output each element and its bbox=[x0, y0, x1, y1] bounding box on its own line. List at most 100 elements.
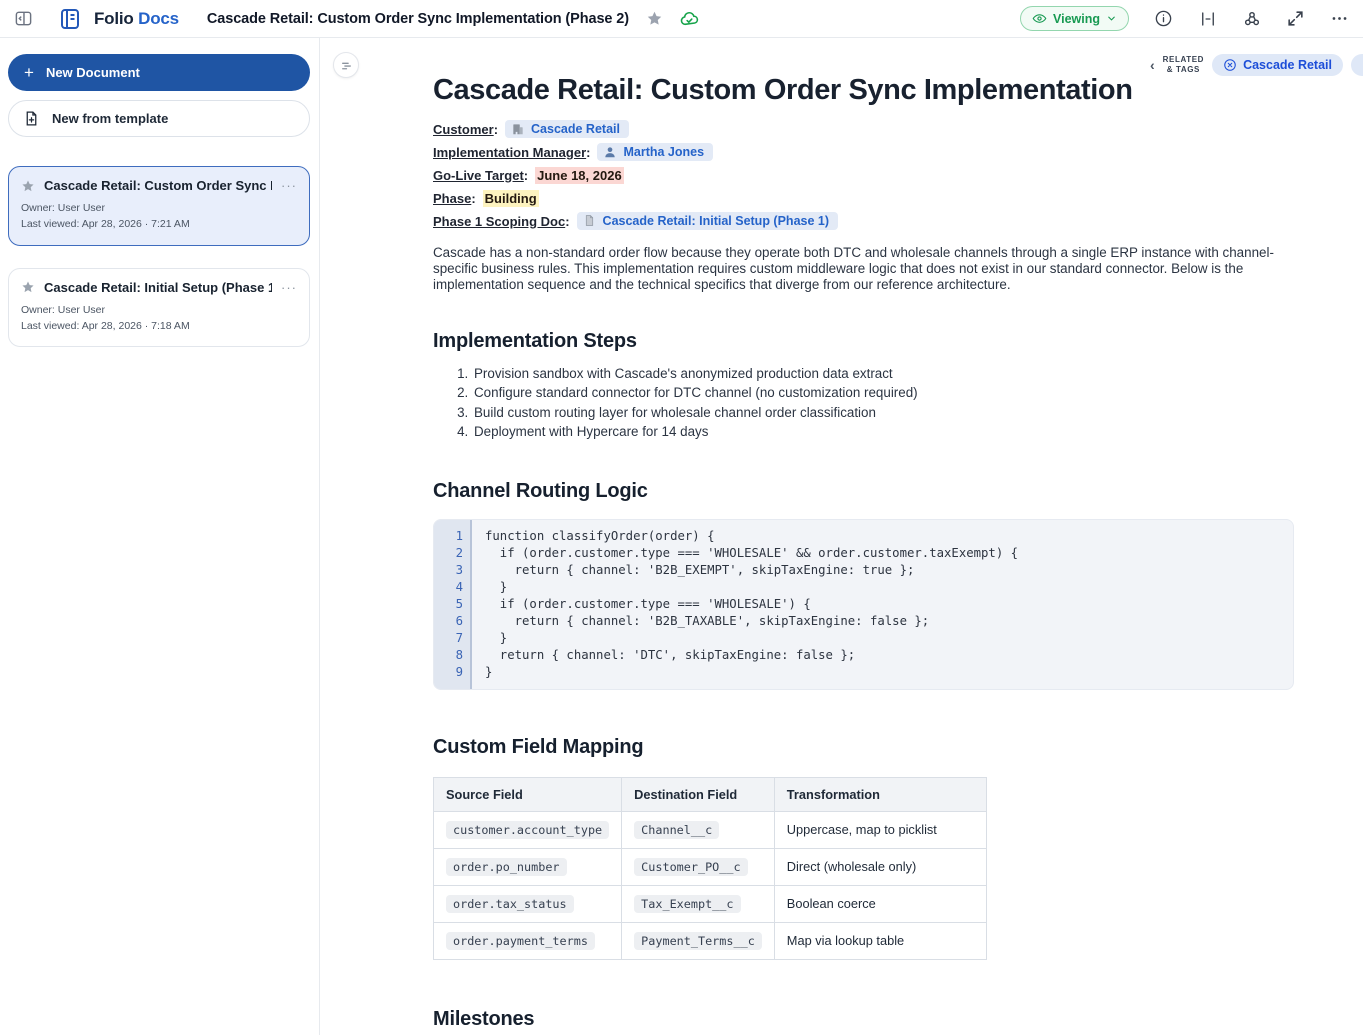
section-heading-milestones: Milestones bbox=[433, 1007, 535, 1030]
document-title: Cascade Retail: Custom Order Sync Implem… bbox=[433, 74, 1133, 106]
table-header-row: Source Field Destination Field Transform… bbox=[432, 776, 987, 812]
star-icon[interactable] bbox=[21, 280, 35, 294]
column-header-transformation: Transformation bbox=[773, 776, 987, 812]
header-right-group: Viewing bbox=[1019, 6, 1349, 31]
column-header-source-field: Source Field bbox=[432, 776, 623, 812]
line-number: 1 bbox=[455, 529, 463, 544]
building-icon bbox=[511, 122, 525, 136]
card-meta: Owner: User User Last viewed: Apr 28, 20… bbox=[21, 200, 297, 233]
code-chip: Channel__c bbox=[634, 820, 720, 839]
related-tags-label[interactable]: RELATED & TAGS bbox=[1163, 55, 1204, 76]
document-content: Cascade Retail: Custom Order Sync Implem… bbox=[320, 38, 1300, 1035]
code-body: function classifyOrder(order) { if (orde… bbox=[472, 520, 1018, 688]
code-block[interactable]: 1 2 3 4 5 6 7 8 9 function classifyOrder… bbox=[433, 519, 1294, 690]
transformation-cell: Map via lookup table bbox=[773, 921, 987, 960]
layout-width-button[interactable] bbox=[1198, 9, 1217, 28]
more-options-button[interactable] bbox=[1330, 9, 1349, 28]
viewing-label: Viewing bbox=[1052, 11, 1100, 26]
code-chip: Customer_PO__c bbox=[634, 857, 748, 876]
viewing-mode-button[interactable]: Viewing bbox=[1019, 6, 1129, 31]
info-button[interactable] bbox=[1154, 9, 1173, 28]
ellipsis-icon bbox=[1330, 9, 1349, 28]
header-document-title: Cascade Retail: Custom Order Sync Implem… bbox=[206, 10, 629, 27]
implementation-steps-list: Provision sandbox with Cascade's anonymi… bbox=[433, 366, 1300, 440]
section-heading-custom-field-mapping: Custom Field Mapping bbox=[433, 735, 644, 758]
meta-label: Go-Live Target bbox=[433, 167, 524, 183]
table-row: order.tax_status Tax_Exempt__c Boolean c… bbox=[432, 884, 987, 923]
card-title-row: Cascade Retail: Initial Setup (Phase 1) … bbox=[21, 280, 297, 295]
step-item: Configure standard connector for DTC cha… bbox=[472, 385, 1300, 400]
code-line: return { channel: 'DTC', skipTaxEngine: … bbox=[485, 647, 856, 662]
share-graph-button[interactable] bbox=[1242, 9, 1261, 28]
meta-row-customer: Customer: Cascade Retail bbox=[433, 120, 1300, 138]
favorite-star-icon[interactable] bbox=[646, 10, 663, 27]
code-chip: Payment_Terms__c bbox=[634, 931, 762, 950]
code-chip: Tax_Exempt__c bbox=[634, 894, 741, 913]
line-number: 7 bbox=[455, 630, 463, 645]
tag-pill-cascade-retail[interactable]: Cascade Retail bbox=[1212, 54, 1343, 76]
line-number: 4 bbox=[455, 580, 463, 595]
meta-label: Phase 1 Scoping Doc bbox=[433, 213, 566, 229]
line-number: 9 bbox=[455, 664, 463, 679]
line-number: 2 bbox=[455, 546, 463, 561]
section-heading-channel-routing-logic: Channel Routing Logic bbox=[433, 480, 648, 503]
table-row: order.po_number Customer_PO__c Direct (w… bbox=[432, 847, 987, 886]
step-item: Deployment with Hypercare for 14 days bbox=[472, 424, 1300, 439]
outline-toggle-button[interactable] bbox=[333, 52, 359, 78]
meta-colon: : bbox=[523, 167, 529, 183]
layout-width-icon bbox=[1199, 10, 1217, 28]
meta-colon: : bbox=[471, 190, 476, 206]
card-menu-button[interactable]: ··· bbox=[281, 279, 297, 295]
customer-chip-label: Cascade Retail bbox=[531, 122, 620, 136]
manager-chip[interactable]: Martha Jones bbox=[597, 143, 714, 161]
star-icon[interactable] bbox=[21, 179, 35, 193]
document-card-current[interactable]: Cascade Retail: Custom Order Sync I... ·… bbox=[8, 166, 310, 246]
fullscreen-button[interactable] bbox=[1286, 9, 1305, 28]
line-number: 3 bbox=[455, 563, 463, 578]
code-line-numbers: 1 2 3 4 5 6 7 8 9 bbox=[434, 520, 472, 689]
tag-label: Cascade Retail bbox=[1243, 58, 1332, 72]
line-number: 5 bbox=[455, 596, 463, 611]
code-line: return { channel: 'B2B_TAXABLE', skipTax… bbox=[485, 613, 930, 628]
customer-chip[interactable]: Cascade Retail bbox=[505, 120, 629, 138]
field-mapping-table: Source Field Destination Field Transform… bbox=[432, 776, 987, 960]
document-card-phase1[interactable]: Cascade Retail: Initial Setup (Phase 1) … bbox=[8, 267, 310, 348]
table-header: Source Field Destination Field Transform… bbox=[432, 776, 987, 812]
sidebar-collapse-icon bbox=[14, 9, 33, 28]
card-owner: Owner: User User bbox=[21, 303, 106, 316]
code-chip: order.payment_terms bbox=[446, 931, 595, 950]
metadata-block: Customer: Cascade Retail Implementation … bbox=[433, 120, 1300, 230]
scoping-doc-chip[interactable]: Cascade Retail: Initial Setup (Phase 1) bbox=[576, 212, 839, 230]
card-menu-button[interactable]: ··· bbox=[281, 178, 297, 193]
step-item: Build custom routing layer for wholesale… bbox=[472, 405, 1300, 420]
code-chip: customer.account_type bbox=[446, 820, 610, 839]
card-title-row: Cascade Retail: Custom Order Sync I... ·… bbox=[21, 178, 297, 193]
related-label-line2: & TAGS bbox=[1166, 65, 1200, 74]
scoping-doc-chip-label: Cascade Retail: Initial Setup (Phase 1) bbox=[602, 214, 830, 228]
eye-icon bbox=[1032, 11, 1047, 26]
brand-name-light: Docs bbox=[138, 8, 179, 28]
source-field-cell: order.payment_terms bbox=[432, 921, 623, 960]
chevron-left-icon[interactable]: ‹ bbox=[1150, 57, 1155, 73]
outline-icon bbox=[340, 59, 353, 72]
sidebar-collapse-button[interactable] bbox=[14, 9, 34, 29]
sync-status-cloud-check-icon bbox=[679, 9, 699, 29]
meta-label: Implementation Manager bbox=[433, 144, 587, 160]
meta-row-go-live-target: Go-Live Target: June 18, 2026 bbox=[433, 166, 1300, 184]
new-from-template-button[interactable]: New from template bbox=[8, 100, 310, 137]
meta-colon: : bbox=[493, 121, 499, 137]
tag-pill-partial[interactable] bbox=[1351, 54, 1363, 76]
meta-colon: : bbox=[586, 144, 591, 160]
destination-field-cell: Tax_Exempt__c bbox=[621, 884, 775, 923]
brand-name-bold: Folio bbox=[94, 8, 134, 28]
column-header-destination-field: Destination Field bbox=[621, 776, 775, 812]
info-icon bbox=[1154, 9, 1173, 28]
table-body: customer.account_type Channel__c Upperca… bbox=[432, 810, 987, 960]
new-document-button[interactable]: + New Document bbox=[8, 54, 310, 91]
document-plus-icon bbox=[23, 110, 40, 127]
transformation-cell: Direct (wholesale only) bbox=[773, 847, 987, 886]
code-line: if (order.customer.type === 'WHOLESALE' … bbox=[485, 546, 1019, 561]
remove-tag-icon[interactable] bbox=[1223, 58, 1237, 72]
table-row: customer.account_type Channel__c Upperca… bbox=[432, 810, 987, 849]
card-last-viewed: Last viewed: Apr 28, 2026 · 7:18 AM bbox=[21, 319, 190, 332]
